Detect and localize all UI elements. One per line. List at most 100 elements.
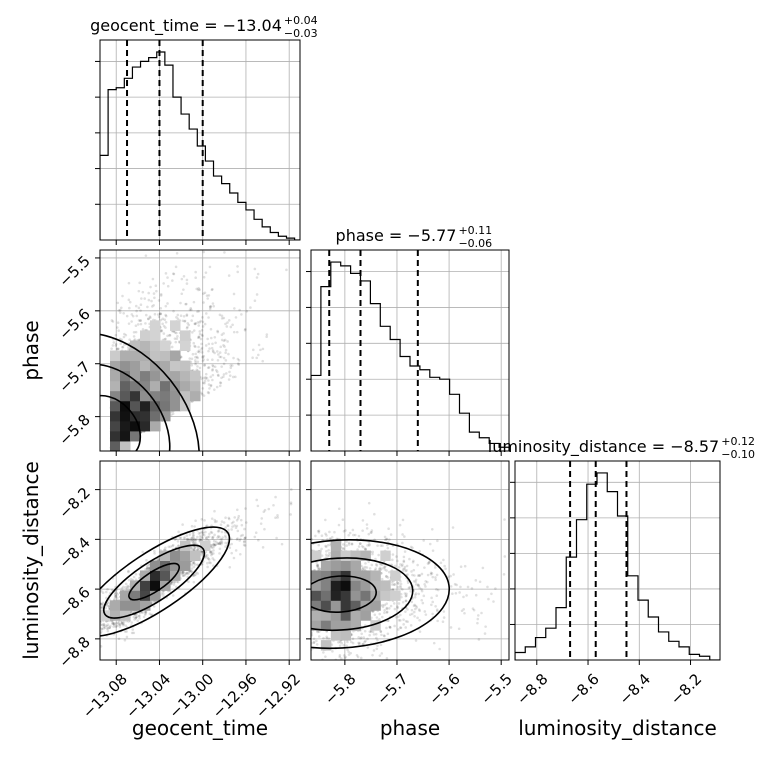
scatter-point — [190, 221, 193, 224]
scatter-point — [212, 304, 215, 308]
scatter-point — [198, 350, 201, 354]
scatter-point — [204, 372, 208, 376]
scatter-point — [87, 613, 90, 616]
scatter-point — [173, 538, 177, 541]
scatter-point — [256, 504, 260, 508]
scatter-point — [197, 286, 200, 290]
scatter-point — [104, 606, 108, 610]
density-cell — [170, 400, 181, 412]
scatter-point — [202, 381, 205, 385]
scatter-point — [117, 329, 121, 332]
scatter-point — [232, 292, 236, 296]
scatter-point — [190, 319, 193, 322]
scatter-point — [211, 350, 215, 354]
scatter-point — [201, 334, 204, 338]
scatter-point — [114, 622, 118, 625]
scatter-point — [211, 378, 214, 382]
scatter-point — [185, 278, 189, 282]
scatter-point — [210, 346, 214, 350]
scatter-point — [117, 309, 121, 312]
scatter-point — [173, 331, 177, 334]
scatter-point — [156, 558, 160, 561]
scatter-point — [80, 621, 83, 624]
scatter-point — [215, 370, 219, 374]
scatter-point — [215, 350, 219, 353]
scatter-point — [70, 620, 73, 623]
scatter-point — [197, 336, 200, 340]
panel-title-luminosity_distance: luminosity_distance = −8.57 — [488, 437, 719, 457]
scatter-point — [111, 622, 115, 625]
scatter-point — [211, 369, 214, 372]
scatter-point — [172, 272, 176, 276]
scatter-point — [131, 628, 135, 631]
density-cell — [170, 360, 181, 372]
scatter-point — [196, 310, 199, 313]
scatter-point — [201, 355, 205, 358]
scatter-point — [202, 376, 205, 380]
scatter-point — [150, 600, 153, 604]
scatter-point — [220, 541, 224, 545]
scatter-point — [88, 618, 91, 621]
title-minus: −0.06 — [458, 237, 492, 250]
scatter-point — [237, 363, 241, 366]
scatter-point — [204, 377, 207, 380]
scatter-point — [117, 637, 121, 641]
scatter-point — [93, 627, 96, 630]
scatter-point — [211, 368, 214, 371]
density-cell — [180, 340, 191, 351]
scatter-point — [219, 537, 222, 541]
scatter-point — [255, 356, 259, 360]
scatter-point — [95, 595, 98, 598]
scatter-point — [144, 612, 147, 615]
scatter-point — [153, 552, 156, 555]
density-cell — [130, 430, 141, 442]
scatter-point — [196, 365, 199, 368]
scatter-point — [117, 622, 121, 625]
scatter-point — [105, 627, 109, 631]
scatter-point — [208, 561, 211, 564]
scatter-point — [201, 316, 204, 319]
scatter-point — [102, 623, 106, 627]
scatter-point — [70, 623, 73, 626]
scatter-point — [266, 246, 269, 249]
scatter-point — [137, 289, 141, 293]
scatter-point — [157, 315, 161, 319]
scatter-point — [206, 561, 209, 565]
scatter-point — [203, 364, 206, 367]
density-cell — [130, 350, 141, 362]
scatter-point — [174, 340, 178, 344]
scatter-point — [236, 270, 240, 274]
scatter-point — [170, 580, 174, 583]
scatter-point — [218, 384, 222, 388]
scatter-point — [194, 573, 197, 576]
scatter-point — [119, 342, 122, 345]
scatter-point — [197, 335, 201, 339]
density-cell — [160, 400, 171, 412]
scatter-point — [228, 565, 232, 569]
scatter-point — [187, 572, 190, 576]
scatter-point — [118, 625, 122, 629]
scatter-point — [209, 384, 213, 388]
density-cell — [180, 400, 191, 412]
scatter-point — [190, 537, 193, 540]
scatter-point — [223, 534, 227, 538]
scatter-point — [166, 284, 170, 288]
scatter-point — [259, 522, 263, 525]
scatter-point — [102, 622, 106, 626]
scatter-point — [118, 623, 122, 627]
y-tick-label: −5.6 — [55, 305, 93, 343]
scatter-point — [206, 538, 209, 542]
scatter-point — [88, 622, 91, 625]
scatter-point — [228, 546, 232, 550]
scatter-point — [210, 553, 213, 557]
scatter-point — [203, 519, 206, 522]
scatter-point — [274, 516, 277, 520]
scatter-point — [272, 503, 275, 507]
scatter-point — [198, 537, 202, 541]
scatter-point — [202, 301, 205, 304]
scatter-point — [249, 306, 252, 309]
density-cell — [140, 330, 151, 341]
scatter-point — [218, 355, 222, 359]
scatter-point — [220, 520, 224, 523]
